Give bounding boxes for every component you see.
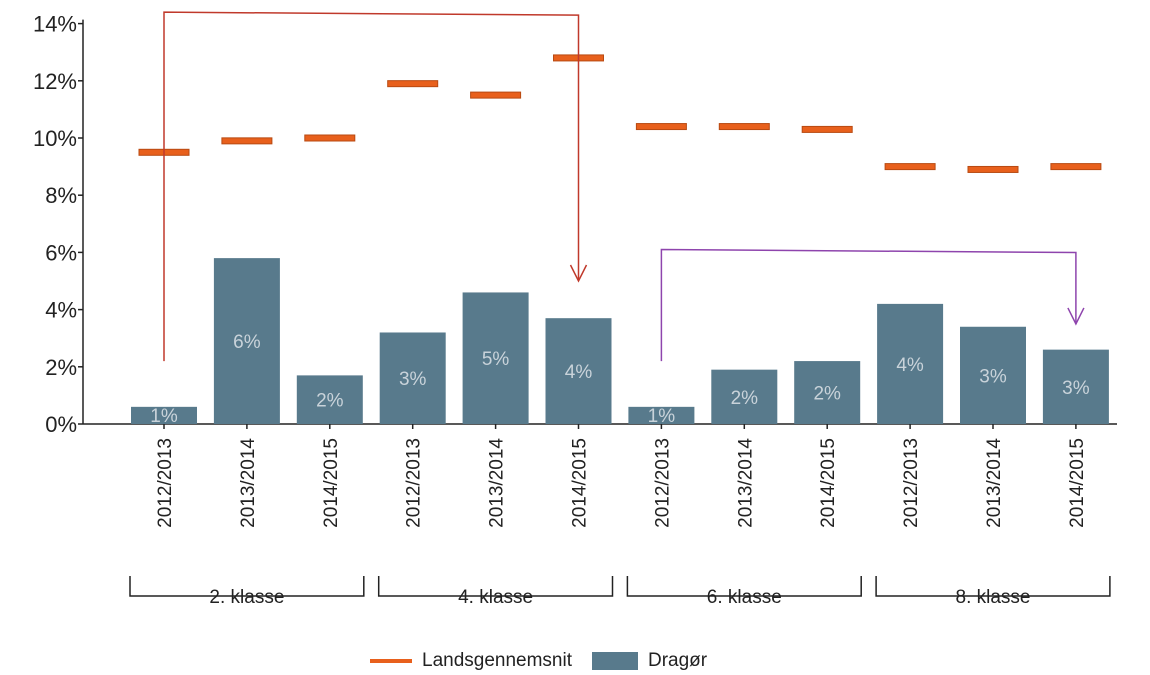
marker (967, 165, 1019, 173)
legend: Landsgennemsnit Dragør (370, 648, 727, 674)
bar (1042, 349, 1109, 424)
y-tick-label: 14% (33, 12, 77, 37)
chart-canvas: 0% 2% 4% 6% 8% 10% 12% 14% 1% 6% 2% 3% 5% 4% 1% 2% 2% 4%… (33, 11, 1117, 608)
bar (379, 332, 446, 424)
legend-swatch-box (592, 652, 638, 670)
marker (304, 134, 356, 142)
group-bracket (626, 576, 862, 597)
annotation-arrow-line (660, 248, 1077, 362)
y-tick-label: 6% (45, 240, 77, 265)
y-tick-label: 10% (33, 126, 77, 151)
legend-label-dragor: Dragør (648, 650, 708, 671)
annotation-arrow-head (1067, 307, 1085, 326)
group-label: 2. klasse (209, 587, 284, 608)
annotation-arrows (163, 11, 1085, 362)
bar-data-label: 6% (233, 332, 261, 353)
x-category-label: 2012/2013 (652, 438, 673, 528)
x-category-label: 2013/2014 (984, 438, 1005, 528)
bar-data-label: 3% (1062, 378, 1090, 399)
bar-data-label: 2% (316, 391, 344, 412)
bar (628, 406, 695, 424)
bar (960, 326, 1026, 424)
y-tick-label: 0% (45, 412, 77, 437)
bar (711, 369, 778, 424)
x-category-label: 2012/2013 (404, 438, 425, 528)
x-category-label: 2013/2014 (238, 438, 259, 528)
bar (213, 258, 280, 424)
bar-data-label: 3% (979, 366, 1007, 387)
data-labels: 1% 6% 2% 3% 5% 4% 1% 2% 2% 4% 3% 3% (150, 332, 1089, 427)
annotation-arrow-head (569, 264, 588, 283)
bar-data-label: 1% (150, 406, 178, 427)
bar (545, 318, 612, 424)
marker (1050, 163, 1102, 171)
x-category-label: 2014/2015 (570, 438, 591, 528)
markers-landsgennemsnit (138, 54, 1102, 173)
y-tick-label: 2% (45, 355, 77, 380)
bar-data-label: 2% (813, 384, 841, 405)
marker (635, 123, 687, 131)
bar-data-label: 1% (648, 406, 676, 427)
bar-data-label: 5% (482, 349, 510, 370)
bar (877, 303, 944, 424)
y-tick-label: 12% (33, 69, 77, 94)
legend-item-dragor: Dragør (592, 650, 707, 672)
bar-data-label: 3% (399, 369, 427, 390)
group-bracket (875, 576, 1111, 597)
group-label: 4. klasse (458, 587, 533, 608)
marker (387, 80, 439, 88)
bar-data-label: 4% (896, 355, 924, 376)
bar (131, 406, 197, 424)
x-category-label: 2013/2014 (487, 438, 508, 528)
x-category-label: 2013/2014 (735, 438, 756, 528)
x-category-label: 2014/2015 (1067, 438, 1088, 528)
legend-swatch-line (370, 659, 412, 663)
bar (296, 375, 363, 424)
y-tick-label: 4% (45, 298, 77, 323)
x-category-label: 2012/2013 (901, 438, 922, 528)
marker (718, 123, 770, 131)
group-labels: 2. klasse 4. klasse 6. klasse 8. klasse (129, 576, 1111, 608)
legend-label-landsgennemsnit: Landsgennemsnit (422, 650, 572, 671)
group-label: 8. klasse (956, 587, 1031, 608)
bar-data-label: 2% (731, 388, 759, 409)
x-category-labels: 2012/2013 2013/2014 2014/2015 2012/2013 2013… (155, 438, 1088, 528)
marker (884, 163, 936, 171)
group-label: 6. klasse (707, 587, 782, 608)
x-category-label: 2014/2015 (818, 438, 839, 528)
bar (794, 361, 861, 424)
marker (470, 91, 522, 99)
bars-dragor (131, 258, 1109, 424)
bar-data-label: 4% (565, 362, 593, 383)
legend-item-landsgennemsnit: Landsgennemsnit (370, 650, 572, 672)
group-bracket (129, 576, 365, 597)
group-bracket (377, 576, 614, 597)
marker (801, 125, 853, 133)
x-category-label: 2014/2015 (321, 438, 342, 528)
bar (462, 292, 529, 424)
marker (221, 137, 273, 145)
annotation-arrow-line (163, 11, 580, 362)
y-tick-label: 8% (45, 183, 77, 208)
x-category-label: 2012/2013 (155, 438, 176, 528)
